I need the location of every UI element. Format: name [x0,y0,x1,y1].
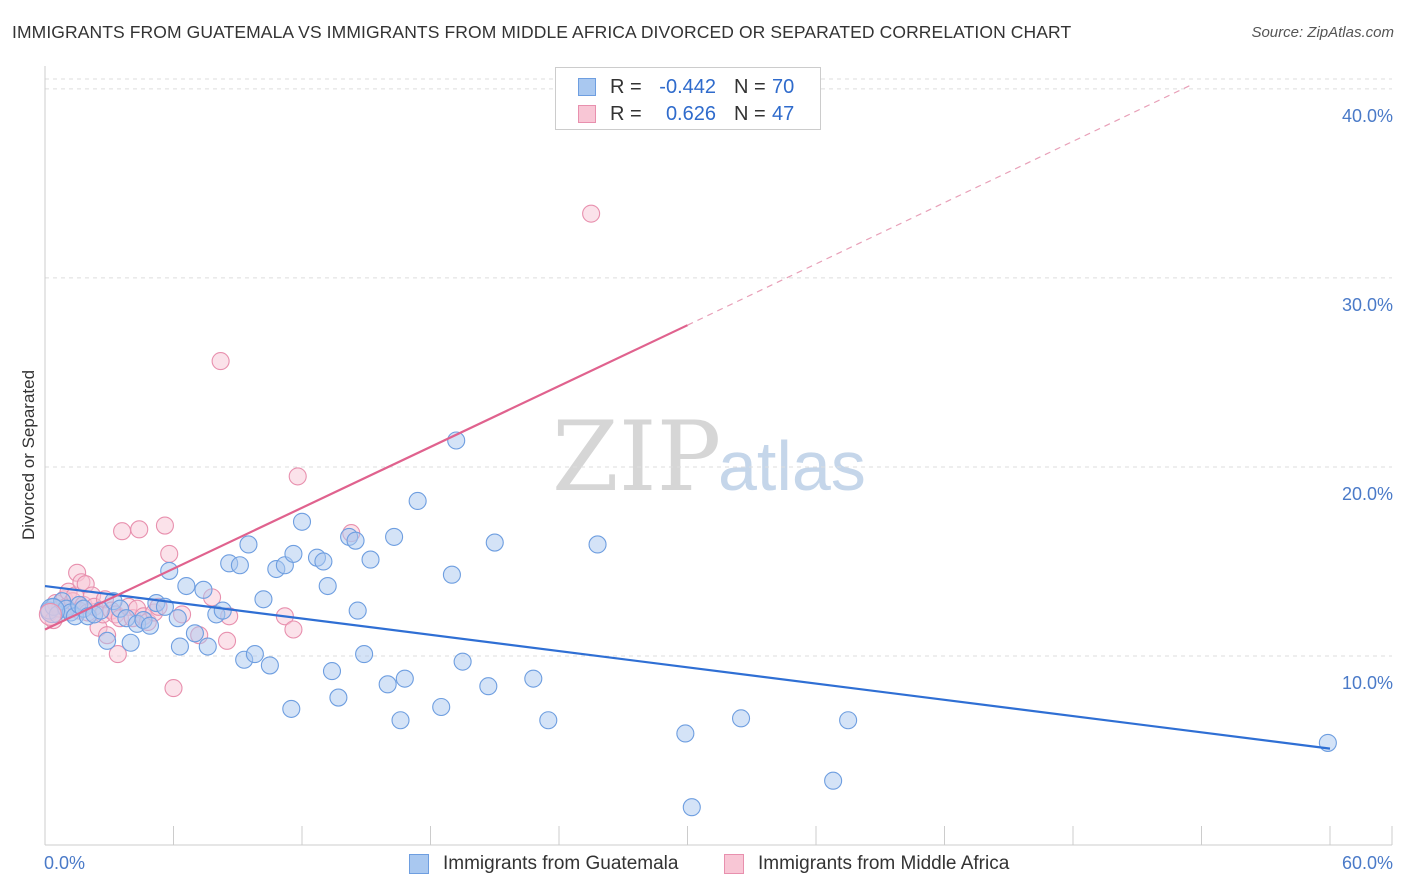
point-guatemala [442,565,461,584]
y-tick-label: 10.0% [1342,673,1393,693]
legend-r-label: R = [610,102,642,125]
point-guatemala [322,662,342,681]
point-guatemala [348,601,367,620]
point-guatemala [824,771,843,790]
point-middle-africa [38,602,62,626]
point-guatemala [245,645,264,664]
point-guatemala [432,697,451,717]
point-guatemala [140,616,159,635]
y-tick-label: 40.0% [1342,106,1393,126]
data-points [38,204,1337,817]
point-middle-africa [284,620,303,639]
point-guatemala [254,590,273,609]
point-guatemala [282,699,301,718]
legend-swatch-middle-africa [578,105,596,123]
x-tick-label: 60.0% [1342,853,1393,873]
point-guatemala [385,527,404,546]
point-guatemala [453,652,472,671]
bottom-legend-label-guatemala: Immigrants from Guatemala [443,853,679,874]
tick-labels: 10.0% 20.0% 30.0% 40.0% 0.0% 60.0% [44,106,1393,873]
point-middle-africa [288,467,307,486]
legend-row-middle-africa: R = 0.626 N = 47 [578,101,794,127]
point-guatemala [682,798,701,817]
point-guatemala [408,491,427,511]
legend-n-label: N = [734,75,766,98]
point-guatemala [121,633,140,652]
x-tick-label: 0.0% [44,853,85,873]
legend-r-value: 0.626 [665,102,716,125]
point-guatemala [839,711,858,730]
watermark-zip: ZIP [552,401,721,513]
point-middle-africa [217,631,237,650]
point-guatemala [395,669,414,688]
legend-swatch-guatemala [578,78,596,96]
point-guatemala [329,688,348,707]
point-middle-africa [108,645,127,664]
point-guatemala [318,576,337,596]
point-guatemala [98,631,117,650]
point-guatemala [292,512,312,531]
y-tick-label: 30.0% [1342,295,1393,315]
trend-lines [44,84,1331,750]
bottom-legend-swatch-guatemala [409,854,429,874]
trend-line-middle-africa-extension [687,84,1192,326]
axes [44,66,1393,846]
point-guatemala [378,675,397,694]
point-guatemala [346,531,365,550]
point-guatemala [485,533,504,552]
point-guatemala [524,669,543,688]
point-middle-africa [582,204,601,223]
point-guatemala [588,535,607,554]
point-guatemala [198,637,217,656]
trend-line-middle-africa [44,324,688,631]
point-guatemala [731,709,751,728]
source-label: Source: ZipAtlas.com [1251,24,1394,41]
point-middle-africa [113,522,132,541]
point-middle-africa [130,520,149,539]
point-guatemala [284,544,303,563]
point-guatemala [391,711,410,730]
correlation-legend: R = -0.442 N = 70 R = 0.626 N = 47 [555,67,821,130]
point-guatemala [676,724,695,743]
point-guatemala [194,580,213,599]
point-guatemala [539,711,558,730]
point-middle-africa [211,352,230,371]
point-guatemala [479,677,498,696]
legend-row-guatemala: R = -0.442 N = 70 [578,74,794,100]
bottom-legend-swatch-middle-africa [724,854,744,874]
point-guatemala [213,601,232,620]
legend-r-value: -0.442 [659,75,716,98]
point-guatemala [361,550,380,569]
watermark-atlas: atlas [718,427,866,505]
point-guatemala [314,552,333,571]
bottom-legend-middle-africa: Immigrants from Middle Africa [724,851,1009,877]
point-middle-africa [160,544,179,563]
bottom-legend-guatemala: Immigrants from Guatemala [409,851,678,877]
point-middle-africa [164,679,183,698]
point-guatemala [168,609,187,628]
bottom-legend-label-middle-africa: Immigrants from Middle Africa [758,853,1010,874]
point-guatemala [177,576,196,596]
trend-line-guatemala [44,584,1331,750]
point-middle-africa [155,516,174,535]
legend-n-value: 70 [772,75,795,98]
point-guatemala [260,656,279,675]
legend-n-label: N = [734,102,766,125]
chart-title: IMMIGRANTS FROM GUATEMALA VS IMMIGRANTS … [12,22,1072,42]
point-guatemala [170,637,189,656]
y-tick-label: 20.0% [1342,484,1393,504]
y-axis-label: Divorced or Separated [19,370,38,540]
point-guatemala [239,535,258,554]
point-guatemala [230,556,249,575]
legend-n-value: 47 [772,102,795,125]
point-guatemala [185,624,204,643]
point-guatemala [355,645,374,664]
legend-r-label: R = [610,75,642,98]
